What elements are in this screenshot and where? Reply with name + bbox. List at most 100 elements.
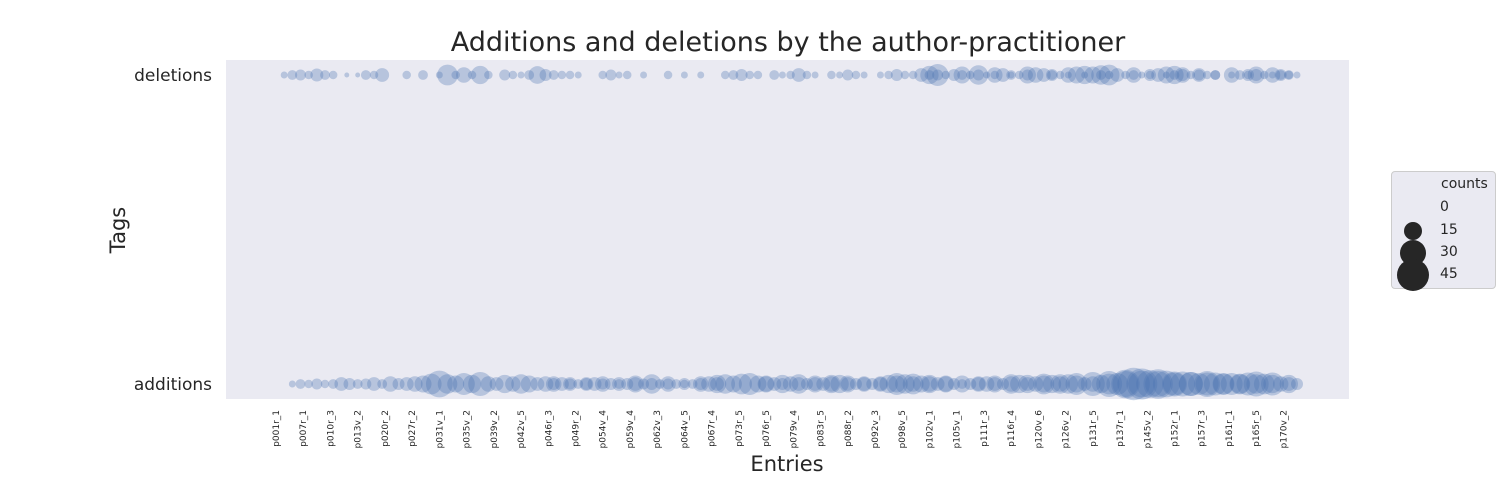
additions-point — [671, 379, 682, 389]
deletions-point — [908, 70, 918, 80]
additions-point — [776, 377, 789, 391]
additions-point — [808, 377, 823, 391]
deletions-point — [1138, 71, 1146, 79]
additions-point — [885, 373, 908, 395]
additions-point — [758, 376, 774, 392]
x-tick-label: p161r_1 — [1225, 410, 1235, 447]
additions-point — [573, 379, 584, 389]
additions-point — [937, 375, 955, 393]
additions-point — [1098, 373, 1120, 395]
deletions-point — [1186, 70, 1196, 80]
additions-point — [692, 376, 709, 392]
additions-point — [662, 378, 674, 390]
deletions-point — [1223, 67, 1240, 83]
additions-point — [420, 373, 442, 395]
additions-point — [749, 375, 767, 393]
additions-point — [1152, 370, 1180, 398]
additions-point — [530, 377, 545, 391]
additions-point — [377, 379, 388, 389]
additions-point — [930, 377, 945, 391]
deletions-point — [435, 71, 443, 79]
additions-point — [938, 376, 954, 392]
deletions-point — [996, 68, 1010, 82]
additions-point — [806, 375, 824, 393]
additions-point — [554, 377, 569, 391]
deletions-point — [1243, 70, 1253, 80]
x-tick-label: p092v_3 — [871, 410, 881, 448]
y-tick-label: additions — [134, 375, 212, 395]
additions-point — [594, 376, 611, 392]
deletions-point — [983, 71, 991, 79]
deletions-point — [941, 70, 951, 80]
deletions-point — [1193, 69, 1205, 81]
deletions-point — [811, 71, 819, 79]
additions-point — [687, 379, 698, 389]
x-tick-label: p073r_5 — [735, 410, 745, 447]
x-tick-label: p111r_3 — [980, 410, 990, 447]
additions-point — [626, 375, 644, 393]
additions-point — [1096, 371, 1123, 397]
additions-point — [352, 379, 363, 389]
x-tick-label: p046r_3 — [544, 410, 554, 447]
additions-point — [604, 377, 617, 391]
deletions-point — [932, 69, 944, 81]
additions-point — [1052, 376, 1068, 392]
deletions-point — [953, 66, 971, 84]
deletions-point — [565, 70, 575, 80]
deletions-point — [1067, 66, 1085, 84]
additions-point — [872, 376, 889, 392]
deletions-point — [328, 70, 338, 80]
additions-point — [295, 379, 306, 389]
deletions-point — [1021, 69, 1033, 81]
additions-point — [971, 377, 986, 391]
additions-point — [1263, 374, 1282, 394]
additions-point — [987, 377, 1002, 391]
deletions-point — [1121, 70, 1130, 80]
x-tick-labels: p001r_1 p007r_1 p010r_3 p013v_2 p020r_2 p027r… — [272, 410, 1289, 449]
additions-point — [1112, 371, 1139, 397]
additions-point — [1162, 372, 1186, 396]
additions-point — [986, 375, 1004, 393]
deletions-point — [402, 70, 411, 80]
additions-point — [866, 377, 879, 391]
additions-point — [731, 373, 752, 395]
additions-point — [505, 376, 521, 392]
x-tick-label: p035v_2 — [463, 410, 473, 448]
legend-label: 45 — [1440, 266, 1458, 282]
additions-point — [1058, 374, 1079, 394]
additions-point — [1236, 372, 1260, 396]
deletions-point — [1151, 68, 1166, 82]
deletions-point — [663, 70, 673, 80]
deletions-point — [1228, 71, 1236, 79]
deletions-point — [418, 70, 428, 80]
deletions-point — [451, 70, 460, 80]
x-tick-label: p098v_5 — [898, 410, 908, 448]
additions-point — [437, 374, 458, 394]
additions-point — [343, 377, 356, 391]
legend-entry: 45 — [1392, 258, 1495, 292]
x-tick-label: p079v_4 — [789, 410, 799, 449]
additions-point — [1272, 376, 1289, 392]
additions-point — [1229, 373, 1251, 395]
additions-point — [1128, 370, 1156, 398]
deletions-point — [548, 70, 559, 80]
deletions-point — [1145, 70, 1155, 80]
x-tick-label: p020r_2 — [381, 410, 391, 447]
deletions-point — [778, 71, 786, 79]
deletions-point — [1250, 68, 1263, 82]
deletions-point — [499, 69, 511, 81]
deletions-point — [528, 66, 547, 84]
additions-point — [895, 374, 915, 394]
deletions-point — [735, 68, 748, 82]
deletions-point — [1174, 67, 1191, 83]
y-axis-label: Tags — [106, 207, 130, 255]
additions-point — [1091, 374, 1111, 394]
x-tick-label: p042v_5 — [517, 410, 527, 448]
additions-point — [328, 379, 339, 389]
additions-point — [1161, 371, 1187, 397]
deletions-point — [876, 71, 884, 79]
additions-point — [1178, 371, 1203, 397]
x-tick-label: p137r_1 — [1116, 410, 1126, 447]
deletions-point — [745, 70, 754, 80]
